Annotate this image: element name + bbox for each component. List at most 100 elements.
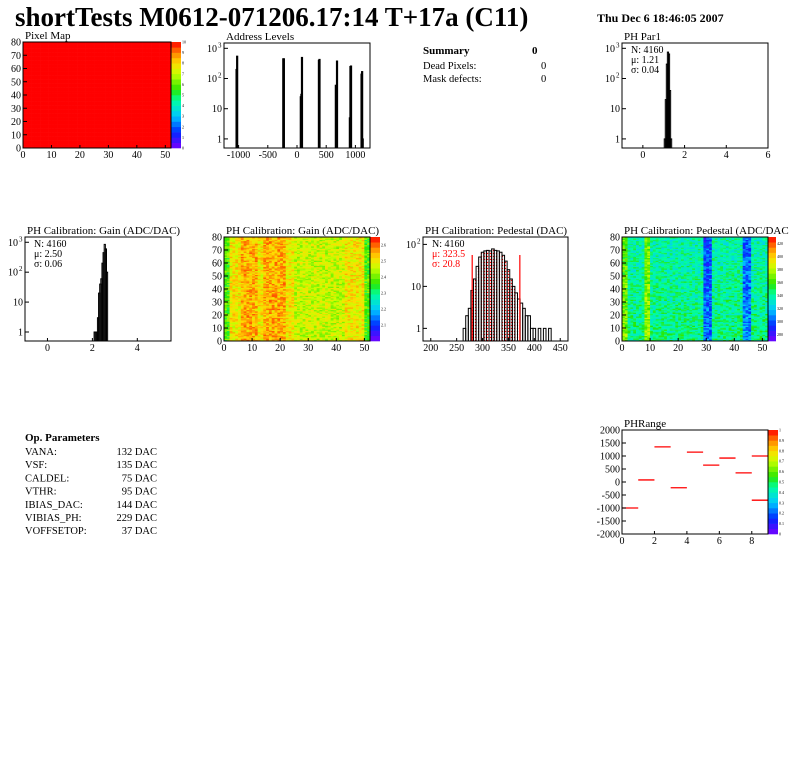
heatmap-cell — [94, 57, 98, 60]
heatmap-cell — [91, 129, 95, 132]
heatmap-cell — [34, 67, 38, 69]
heatmap-cell — [105, 79, 109, 81]
heatmap-cell — [111, 130, 115, 133]
heatmap-cell — [114, 80, 118, 83]
heatmap-cell — [99, 47, 103, 49]
heatmap-cell — [108, 112, 112, 114]
heatmap-cell — [125, 77, 129, 80]
heatmap-cell — [134, 137, 138, 140]
heatmap-cell — [25, 89, 29, 92]
heatmap-cell — [116, 145, 121, 147]
heatmap-cell — [94, 138, 98, 141]
heatmap-cell — [54, 117, 58, 120]
heatmap-cell — [88, 118, 92, 121]
heatmap-cell — [77, 45, 81, 48]
heatmap-cell — [105, 56, 109, 59]
heatmap-cell — [125, 121, 129, 124]
heatmap-cell — [71, 98, 75, 101]
heatmap-cell — [134, 69, 138, 72]
heatmap-cell — [91, 126, 95, 129]
heatmap-cell — [119, 112, 123, 114]
op-parameter-value: 75 DAC — [122, 473, 157, 484]
heatmap-cell — [60, 137, 64, 140]
heatmap-cell — [82, 140, 86, 142]
heatmap-cell — [42, 51, 47, 53]
heatmap-cell — [57, 126, 61, 129]
heatmap-cell — [99, 59, 103, 61]
x-tick-label: 20 — [75, 150, 85, 161]
heatmap-cell — [111, 114, 115, 117]
heatmap-cell — [142, 67, 146, 69]
heatmap-cell — [74, 126, 78, 129]
heatmap-cell — [128, 112, 132, 114]
heatmap-cell — [71, 84, 75, 87]
y-tick-exponent: 3 — [616, 41, 620, 49]
heatmap-cell — [40, 47, 44, 49]
heatmap-cell — [82, 145, 86, 147]
heatmap-cell — [134, 128, 138, 130]
heatmap-cell — [125, 128, 129, 130]
heatmap-cell — [45, 126, 49, 129]
heatmap-cell — [28, 64, 32, 67]
heatmap-cell — [79, 91, 84, 93]
heatmap-cell — [45, 97, 49, 100]
heatmap-cell — [145, 144, 149, 146]
heatmap-cell — [142, 110, 146, 113]
heatmap-cell — [62, 55, 66, 57]
heatmap-cell — [31, 104, 35, 106]
heatmap-cell — [116, 69, 121, 72]
heatmap-cell — [31, 114, 35, 117]
heatmap-cell — [68, 88, 72, 91]
heatmap-cell — [139, 45, 143, 48]
heatmap-cell — [94, 48, 98, 51]
heatmap-cell — [34, 110, 38, 113]
heatmap-cell — [145, 49, 149, 52]
heatmap-cell — [122, 104, 126, 106]
heatmap-cell — [71, 60, 75, 63]
heatmap-cell — [45, 146, 49, 149]
heatmap-cell — [23, 55, 27, 57]
heatmap-cell — [65, 69, 69, 72]
heatmap-cell — [128, 116, 132, 118]
heatmap-cell — [48, 67, 52, 69]
heatmap-cell — [116, 108, 121, 110]
heatmap-cell — [74, 61, 78, 64]
heatmap-cell — [99, 141, 103, 144]
heatmap-cell — [88, 116, 92, 118]
heatmap-cell — [79, 146, 84, 149]
heatmap-cell — [82, 112, 86, 114]
color-scale-label: 6 — [182, 82, 184, 87]
heatmap-cell — [114, 73, 118, 76]
heatmap-cell — [34, 142, 38, 145]
heatmap-cell — [97, 56, 101, 59]
heatmap-cell — [74, 75, 78, 77]
heatmap-cell — [54, 134, 58, 137]
heatmap-cell — [54, 65, 58, 68]
heatmap-cell — [74, 45, 78, 48]
heatmap-cell — [23, 85, 27, 88]
heatmap-cell — [114, 124, 118, 126]
heatmap-cell — [31, 146, 35, 149]
heatmap-cell — [31, 117, 35, 120]
heatmap-cell — [23, 144, 27, 146]
heatmap-cell — [91, 110, 95, 113]
heatmap-cell — [57, 113, 61, 116]
color-scale-step — [171, 42, 181, 48]
heatmap-cell — [60, 83, 64, 85]
heatmap-cell — [114, 117, 118, 120]
heatmap-cell — [45, 100, 49, 102]
heatmap-cell — [102, 45, 106, 48]
histogram — [93, 243, 109, 342]
heatmap-cell — [102, 73, 106, 76]
heatmap-cell — [128, 87, 132, 89]
heatmap-cell — [60, 146, 64, 149]
heatmap-cell — [34, 144, 38, 146]
heatmap-cell — [68, 83, 72, 85]
heatmap-cell — [97, 55, 101, 57]
heatmap-cell — [91, 60, 95, 63]
heatmap-cell — [82, 98, 86, 101]
heatmap-cell — [134, 124, 138, 126]
heatmap-cell — [34, 95, 38, 97]
heatmap-cell — [45, 95, 49, 97]
heatmap-cell — [94, 118, 98, 121]
